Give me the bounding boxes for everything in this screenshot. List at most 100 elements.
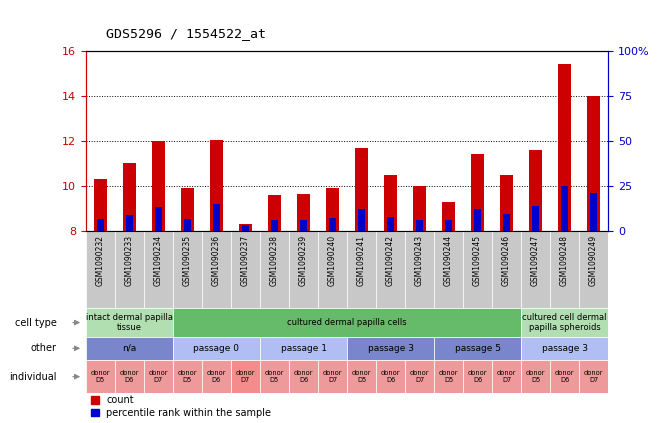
Text: other: other [31, 343, 57, 353]
Bar [463, 231, 492, 308]
Text: passage 0: passage 0 [194, 344, 239, 353]
Bar [144, 360, 173, 393]
Bar [434, 231, 463, 308]
Text: GSM1090248: GSM1090248 [560, 235, 569, 286]
Bar [550, 360, 579, 393]
Text: GSM1090232: GSM1090232 [96, 235, 105, 286]
Bar [434, 360, 463, 393]
Text: donor
D6: donor D6 [468, 370, 487, 383]
Bar [529, 150, 542, 231]
Text: cell type: cell type [15, 318, 57, 327]
Bar [376, 360, 405, 393]
Bar [202, 231, 231, 308]
Bar [326, 188, 339, 231]
Text: GSM1090235: GSM1090235 [183, 235, 192, 286]
Bar [115, 360, 144, 393]
Bar [271, 220, 278, 231]
Bar [492, 231, 521, 308]
Bar [500, 175, 513, 231]
Text: donor
D6: donor D6 [555, 370, 574, 383]
Bar [86, 231, 115, 308]
Text: GSM1090246: GSM1090246 [502, 235, 511, 286]
Text: passage 1: passage 1 [280, 344, 327, 353]
Text: GSM1090239: GSM1090239 [299, 235, 308, 286]
Text: donor
D7: donor D7 [584, 370, 603, 383]
Bar [329, 217, 336, 231]
Bar [123, 163, 136, 231]
Bar [260, 337, 347, 360]
Bar [126, 215, 133, 231]
Bar [558, 64, 571, 231]
Bar [503, 214, 510, 231]
Bar [184, 220, 191, 231]
Text: donor
D5: donor D5 [265, 370, 284, 383]
Bar [532, 206, 539, 231]
Bar [297, 194, 310, 231]
Text: GSM1090241: GSM1090241 [357, 235, 366, 286]
Text: individual: individual [9, 372, 57, 382]
Bar [239, 224, 252, 231]
Text: GSM1090244: GSM1090244 [444, 235, 453, 286]
Text: GSM1090243: GSM1090243 [415, 235, 424, 286]
Bar [210, 140, 223, 231]
Bar [155, 207, 162, 231]
Bar [579, 360, 608, 393]
Bar [347, 337, 434, 360]
Legend: count, percentile rank within the sample: count, percentile rank within the sample [91, 395, 272, 418]
Bar [213, 204, 220, 231]
Bar [550, 231, 579, 308]
Bar [521, 308, 608, 337]
Bar [521, 337, 608, 360]
Bar [260, 360, 289, 393]
Bar [242, 225, 249, 231]
Bar [579, 231, 608, 308]
Text: donor
D5: donor D5 [178, 370, 197, 383]
Bar [347, 231, 376, 308]
Text: GSM1090249: GSM1090249 [589, 235, 598, 286]
Text: passage 3: passage 3 [541, 344, 588, 353]
Bar [173, 337, 260, 360]
Text: donor
D6: donor D6 [120, 370, 139, 383]
Bar [86, 360, 115, 393]
Text: donor
D6: donor D6 [207, 370, 226, 383]
Text: n/a: n/a [122, 344, 137, 353]
Bar [561, 186, 568, 231]
Text: intact dermal papilla
tissue: intact dermal papilla tissue [86, 313, 173, 332]
Text: GSM1090233: GSM1090233 [125, 235, 134, 286]
Bar [355, 148, 368, 231]
Bar [413, 186, 426, 231]
Bar [387, 217, 394, 231]
Text: GSM1090245: GSM1090245 [473, 235, 482, 286]
Text: GSM1090234: GSM1090234 [154, 235, 163, 286]
Text: donor
D6: donor D6 [293, 370, 313, 383]
Bar [173, 308, 521, 337]
Text: donor
D7: donor D7 [410, 370, 429, 383]
Bar [416, 220, 423, 231]
Bar [492, 360, 521, 393]
Text: donor
D5: donor D5 [526, 370, 545, 383]
Bar [318, 231, 347, 308]
Bar [181, 188, 194, 231]
Text: donor
D7: donor D7 [149, 370, 168, 383]
Bar [86, 337, 173, 360]
Bar [463, 360, 492, 393]
Text: GSM1090237: GSM1090237 [241, 235, 250, 286]
Text: donor
D7: donor D7 [323, 370, 342, 383]
Bar [289, 360, 318, 393]
Bar [434, 337, 521, 360]
Bar [358, 209, 365, 231]
Bar [521, 231, 550, 308]
Bar [445, 220, 452, 231]
Bar [152, 141, 165, 231]
Bar [405, 231, 434, 308]
Text: donor
D5: donor D5 [352, 370, 371, 383]
Bar [115, 231, 144, 308]
Bar [521, 360, 550, 393]
Bar [405, 360, 434, 393]
Text: donor
D7: donor D7 [497, 370, 516, 383]
Text: cultured cell dermal
papilla spheroids: cultured cell dermal papilla spheroids [522, 313, 607, 332]
Text: cultured dermal papilla cells: cultured dermal papilla cells [288, 318, 407, 327]
Bar [202, 360, 231, 393]
Bar [318, 360, 347, 393]
Bar [86, 308, 173, 337]
